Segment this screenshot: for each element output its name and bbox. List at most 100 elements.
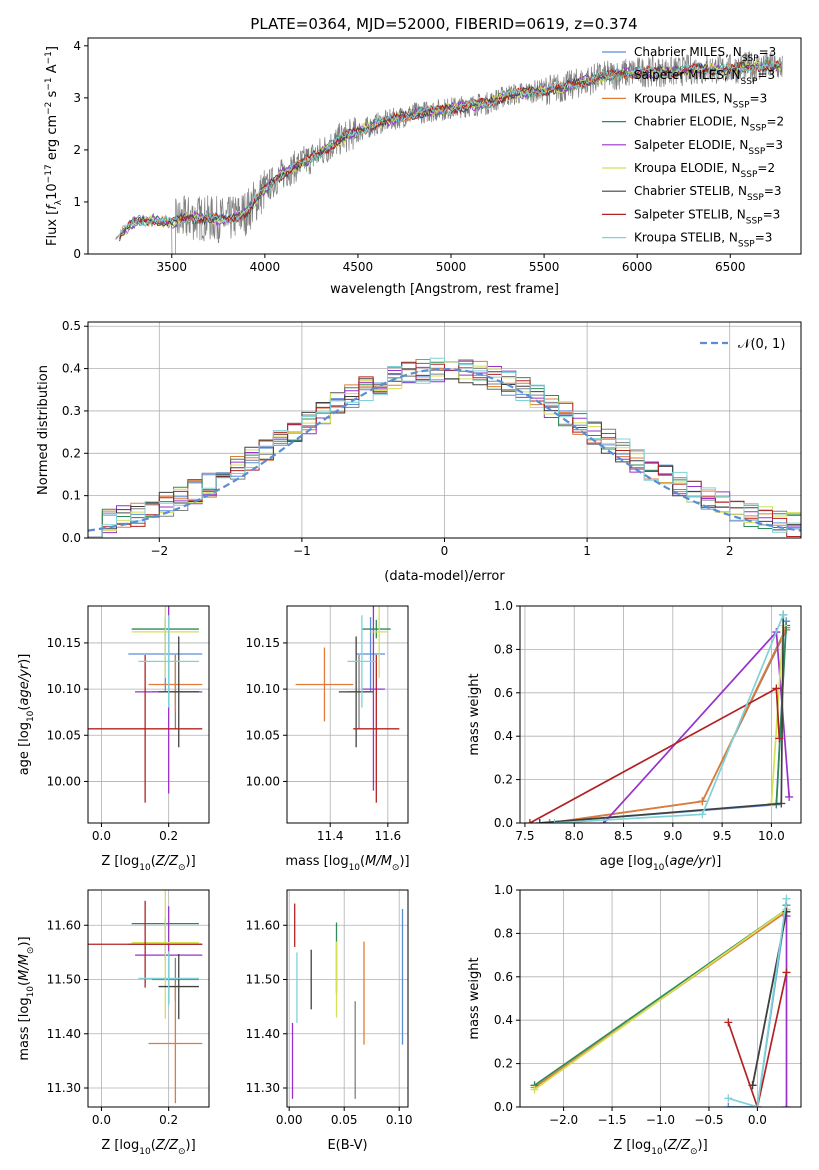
x-axis-label: Z [log10(Z/Z⊙)] bbox=[101, 854, 195, 873]
y-tick-label: 0.2 bbox=[494, 1057, 513, 1071]
residual-histogram bbox=[88, 357, 801, 538]
chart-massweight_vs_Z: −2.0 −1.5 −1.0 −0.5 0.0 0.0 0.2 0.4 0.6 0.8 1.0 Z [… bbox=[467, 883, 802, 1157]
y-tick-label: 1.0 bbox=[494, 883, 513, 897]
mass-weight-marker bbox=[724, 1094, 733, 1103]
mass-weight-line bbox=[529, 687, 781, 823]
y-tick-label: 11.50 bbox=[47, 973, 81, 987]
y-tick-label: 10.00 bbox=[47, 774, 81, 788]
x-tick-label: 4000 bbox=[250, 260, 281, 274]
x-axis-label: wavelength [Angstrom, rest frame] bbox=[330, 282, 559, 297]
spectrum-legend: Chabrier MILES, NSSP=3 Salpeter MILES, NS… bbox=[602, 45, 784, 250]
mass-weight-marker bbox=[545, 819, 554, 823]
axes-frame bbox=[87, 605, 210, 824]
x-tick-label: 0 bbox=[441, 544, 449, 558]
x-tick-label: 0.05 bbox=[331, 1113, 358, 1127]
x-axis-label: age [log10(age/yr)] bbox=[600, 854, 722, 873]
chart-mass_vs_Z: 0.0 0.2 11.30 11.40 11.50 11.60 Z [log10(Z/Z⊙)… bbox=[17, 889, 210, 1157]
x-axis-label: (data-model)/error bbox=[384, 569, 505, 584]
y-tick-label: 0.2 bbox=[62, 446, 81, 460]
mass-weight-marker bbox=[698, 810, 707, 819]
y-tick-label: 0.4 bbox=[62, 362, 81, 376]
y-tick-label: 0.1 bbox=[62, 489, 81, 503]
y-axis-label: Normed distribution bbox=[36, 365, 51, 495]
x-tick-label: 5000 bbox=[436, 260, 467, 274]
y-tick-label: 0 bbox=[73, 247, 81, 261]
y-axis-label: mass weight bbox=[467, 957, 482, 1039]
mass-weight-marker bbox=[775, 734, 784, 743]
y-tick-label: 11.50 bbox=[246, 973, 280, 987]
normal-reference-curve bbox=[88, 367, 801, 532]
y-tick-label: 0.0 bbox=[62, 531, 81, 545]
x-tick-label: 0.0 bbox=[92, 1113, 111, 1127]
plot-area bbox=[115, 51, 783, 254]
x-tick-label: 7.5 bbox=[515, 829, 534, 843]
y-tick-label: 0.6 bbox=[494, 970, 513, 984]
y-tick-label: 10.10 bbox=[47, 682, 81, 696]
legend-entry: Chabrier STELIB, NSSP=3 bbox=[634, 184, 782, 203]
plot-area bbox=[88, 357, 801, 538]
x-tick-label: 0.2 bbox=[159, 1113, 178, 1127]
y-axis-label: Flux [fλ10−17 erg cm−2 s−1 A−1] bbox=[44, 46, 64, 246]
mass-weight-line bbox=[728, 898, 788, 1107]
mass-weight-marker bbox=[777, 799, 786, 808]
y-tick-label: 0.8 bbox=[494, 926, 513, 940]
x-tick-label: −2 bbox=[150, 544, 168, 558]
x-tick-label: −1.5 bbox=[597, 1113, 626, 1127]
x-axis-label: E(B-V) bbox=[327, 1138, 367, 1153]
mass-weight-marker bbox=[698, 797, 707, 806]
mass-weight-marker bbox=[724, 1018, 733, 1027]
axes-frame bbox=[286, 605, 409, 824]
legend-entry: Salpeter ELODIE, NSSP=3 bbox=[634, 138, 783, 157]
y-tick-label: 11.30 bbox=[246, 1081, 280, 1095]
mass-weight-marker bbox=[782, 907, 791, 916]
figure-title: PLATE=0364, MJD=52000, FIBERID=0619, z=0… bbox=[250, 15, 637, 33]
axes-frame bbox=[87, 37, 802, 255]
y-tick-label: 3 bbox=[73, 91, 81, 105]
y-tick-label: 11.40 bbox=[246, 1027, 280, 1041]
legend-entry: 𝒩(0, 1) bbox=[738, 337, 785, 352]
mass-weight-line bbox=[549, 629, 787, 823]
y-tick-label: 0.6 bbox=[494, 686, 513, 700]
chart-massweight_vs_age: 7.5 8.0 8.5 9.0 9.5 10.0 0.0 0.2 0.4 0.6 0.8 1.0 age… bbox=[467, 599, 802, 873]
axes-frame bbox=[519, 889, 802, 1108]
chart-age_vs_Z: 0.0 0.2 10.00 10.05 10.10 10.15 Z [log10(Z/Z⊙)… bbox=[17, 605, 210, 873]
mass-weight-marker bbox=[782, 1103, 791, 1107]
y-tick-label: 11.60 bbox=[47, 918, 81, 932]
mass-weight-marker bbox=[525, 819, 534, 823]
chart-mass_vs_EBV: 0.00 0.05 0.10 11.30 11.40 11.50 11.60 bbox=[246, 889, 413, 1127]
mass-weight-line bbox=[539, 614, 785, 823]
mass-weight-line bbox=[539, 621, 788, 823]
y-tick-label: 0.3 bbox=[62, 404, 81, 418]
x-tick-label: −1.0 bbox=[646, 1113, 675, 1127]
y-tick-label: 0.0 bbox=[494, 1100, 513, 1114]
axes-frame bbox=[286, 889, 409, 1108]
chart-residuals: −2 −1 0 1 2 0.0 0.1 0.2 0.3 0.4 0.5 𝒩(0, 1) (data-mo… bbox=[36, 319, 802, 584]
y-tick-label: 1.0 bbox=[494, 599, 513, 613]
y-tick-label: 10.05 bbox=[246, 728, 280, 742]
y-tick-label: 10.00 bbox=[246, 774, 280, 788]
mass-weight-line bbox=[775, 625, 788, 804]
y-axis-label: age [log10(age/yr)] bbox=[17, 654, 36, 776]
mass-weight-line bbox=[603, 629, 791, 823]
legend-entry: Kroupa MILES, NSSP=3 bbox=[634, 91, 767, 110]
x-tick-label: 0.0 bbox=[748, 1113, 767, 1127]
x-tick-label: 9.5 bbox=[713, 829, 732, 843]
mass-weight-marker bbox=[782, 968, 791, 977]
legend-entry: Salpeter STELIB, NSSP=3 bbox=[634, 207, 780, 226]
x-tick-label: 11.4 bbox=[317, 829, 344, 843]
x-tick-label: 9.0 bbox=[663, 829, 682, 843]
y-tick-label: 0.2 bbox=[494, 773, 513, 787]
y-tick-label: 0.5 bbox=[62, 319, 81, 333]
legend-entry: Chabrier MILES, NSSP=3 bbox=[634, 45, 776, 64]
y-tick-label: 10.05 bbox=[47, 728, 81, 742]
x-tick-label: 5500 bbox=[529, 260, 560, 274]
plot-area bbox=[525, 610, 794, 823]
chart-age_vs_mass: 11.4 11.6 10.00 10.05 10.10 10.15 mass [log10(… bbox=[246, 605, 410, 873]
x-tick-label: 0.10 bbox=[386, 1113, 413, 1127]
x-tick-label: 0.2 bbox=[159, 829, 178, 843]
y-axis-label: mass weight bbox=[467, 673, 482, 755]
mass-weight-marker bbox=[785, 792, 794, 801]
model-spectrum-line bbox=[119, 61, 783, 242]
y-tick-label: 0.4 bbox=[494, 729, 513, 743]
